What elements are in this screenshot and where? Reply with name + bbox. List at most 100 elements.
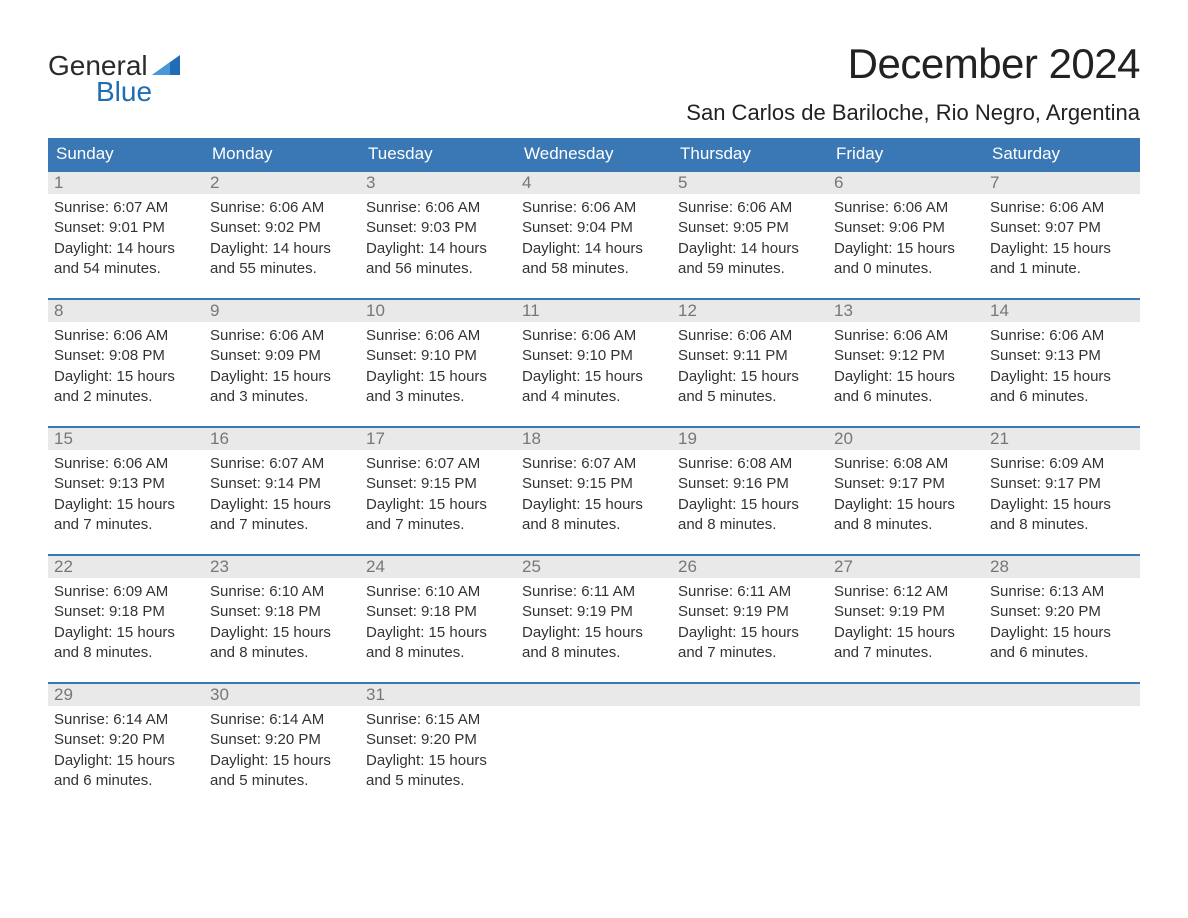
day-sunset: Sunset: 9:11 PM bbox=[678, 346, 822, 366]
day-cell: 8Sunrise: 6:06 AMSunset: 9:08 PMDaylight… bbox=[48, 299, 204, 427]
day-sunrise: Sunrise: 6:06 AM bbox=[210, 198, 354, 218]
day-d1: Daylight: 15 hours bbox=[54, 623, 198, 643]
day-sunrise: Sunrise: 6:06 AM bbox=[990, 326, 1134, 346]
day-details: Sunrise: 6:07 AMSunset: 9:15 PMDaylight:… bbox=[516, 450, 672, 541]
day-number: 13 bbox=[828, 300, 984, 322]
day-d1: Daylight: 15 hours bbox=[678, 623, 822, 643]
day-d2: and 3 minutes. bbox=[210, 387, 354, 407]
day-details: Sunrise: 6:06 AMSunset: 9:02 PMDaylight:… bbox=[204, 194, 360, 285]
day-details: Sunrise: 6:08 AMSunset: 9:17 PMDaylight:… bbox=[828, 450, 984, 541]
day-number: 19 bbox=[672, 428, 828, 450]
day-number-empty bbox=[516, 684, 672, 706]
day-details: Sunrise: 6:11 AMSunset: 9:19 PMDaylight:… bbox=[516, 578, 672, 669]
day-d2: and 7 minutes. bbox=[54, 515, 198, 535]
day-sunset: Sunset: 9:18 PM bbox=[366, 602, 510, 622]
day-details: Sunrise: 6:14 AMSunset: 9:20 PMDaylight:… bbox=[204, 706, 360, 797]
week-row: 29Sunrise: 6:14 AMSunset: 9:20 PMDayligh… bbox=[48, 683, 1140, 811]
day-sunset: Sunset: 9:13 PM bbox=[54, 474, 198, 494]
day-sunset: Sunset: 9:17 PM bbox=[990, 474, 1134, 494]
day-number: 1 bbox=[48, 172, 204, 194]
day-number: 3 bbox=[360, 172, 516, 194]
day-cell: 29Sunrise: 6:14 AMSunset: 9:20 PMDayligh… bbox=[48, 683, 204, 811]
day-number: 20 bbox=[828, 428, 984, 450]
day-d1: Daylight: 15 hours bbox=[522, 367, 666, 387]
day-number: 7 bbox=[984, 172, 1140, 194]
day-number: 27 bbox=[828, 556, 984, 578]
day-number: 10 bbox=[360, 300, 516, 322]
day-header: Friday bbox=[828, 138, 984, 171]
day-d2: and 58 minutes. bbox=[522, 259, 666, 279]
location-label: San Carlos de Bariloche, Rio Negro, Arge… bbox=[686, 100, 1140, 126]
day-d1: Daylight: 15 hours bbox=[834, 239, 978, 259]
day-header: Saturday bbox=[984, 138, 1140, 171]
day-d2: and 8 minutes. bbox=[210, 643, 354, 663]
day-sunset: Sunset: 9:01 PM bbox=[54, 218, 198, 238]
day-cell: 26Sunrise: 6:11 AMSunset: 9:19 PMDayligh… bbox=[672, 555, 828, 683]
day-sunset: Sunset: 9:06 PM bbox=[834, 218, 978, 238]
day-sunset: Sunset: 9:16 PM bbox=[678, 474, 822, 494]
day-details: Sunrise: 6:06 AMSunset: 9:06 PMDaylight:… bbox=[828, 194, 984, 285]
day-details: Sunrise: 6:08 AMSunset: 9:16 PMDaylight:… bbox=[672, 450, 828, 541]
day-sunrise: Sunrise: 6:07 AM bbox=[366, 454, 510, 474]
day-cell: 23Sunrise: 6:10 AMSunset: 9:18 PMDayligh… bbox=[204, 555, 360, 683]
day-cell bbox=[516, 683, 672, 811]
day-sunrise: Sunrise: 6:10 AM bbox=[210, 582, 354, 602]
day-details: Sunrise: 6:06 AMSunset: 9:03 PMDaylight:… bbox=[360, 194, 516, 285]
day-sunrise: Sunrise: 6:11 AM bbox=[522, 582, 666, 602]
day-d1: Daylight: 15 hours bbox=[54, 495, 198, 515]
day-cell: 4Sunrise: 6:06 AMSunset: 9:04 PMDaylight… bbox=[516, 171, 672, 299]
day-sunset: Sunset: 9:14 PM bbox=[210, 474, 354, 494]
week-row: 22Sunrise: 6:09 AMSunset: 9:18 PMDayligh… bbox=[48, 555, 1140, 683]
day-d2: and 2 minutes. bbox=[54, 387, 198, 407]
day-sunset: Sunset: 9:20 PM bbox=[990, 602, 1134, 622]
day-cell: 10Sunrise: 6:06 AMSunset: 9:10 PMDayligh… bbox=[360, 299, 516, 427]
day-header: Thursday bbox=[672, 138, 828, 171]
day-details: Sunrise: 6:07 AMSunset: 9:01 PMDaylight:… bbox=[48, 194, 204, 285]
day-number: 18 bbox=[516, 428, 672, 450]
title-block: December 2024 San Carlos de Bariloche, R… bbox=[686, 40, 1140, 134]
day-cell: 19Sunrise: 6:08 AMSunset: 9:16 PMDayligh… bbox=[672, 427, 828, 555]
day-number: 26 bbox=[672, 556, 828, 578]
day-sunset: Sunset: 9:10 PM bbox=[522, 346, 666, 366]
day-number: 30 bbox=[204, 684, 360, 706]
day-sunrise: Sunrise: 6:12 AM bbox=[834, 582, 978, 602]
day-details: Sunrise: 6:06 AMSunset: 9:05 PMDaylight:… bbox=[672, 194, 828, 285]
day-sunrise: Sunrise: 6:06 AM bbox=[522, 326, 666, 346]
day-d2: and 8 minutes. bbox=[522, 515, 666, 535]
day-d1: Daylight: 15 hours bbox=[54, 367, 198, 387]
day-d1: Daylight: 15 hours bbox=[678, 495, 822, 515]
day-details: Sunrise: 6:12 AMSunset: 9:19 PMDaylight:… bbox=[828, 578, 984, 669]
day-sunrise: Sunrise: 6:08 AM bbox=[678, 454, 822, 474]
day-d1: Daylight: 15 hours bbox=[834, 367, 978, 387]
day-number: 28 bbox=[984, 556, 1140, 578]
day-cell: 31Sunrise: 6:15 AMSunset: 9:20 PMDayligh… bbox=[360, 683, 516, 811]
day-cell: 22Sunrise: 6:09 AMSunset: 9:18 PMDayligh… bbox=[48, 555, 204, 683]
day-sunset: Sunset: 9:08 PM bbox=[54, 346, 198, 366]
day-sunset: Sunset: 9:15 PM bbox=[522, 474, 666, 494]
day-number: 23 bbox=[204, 556, 360, 578]
day-d2: and 8 minutes. bbox=[366, 643, 510, 663]
day-sunrise: Sunrise: 6:06 AM bbox=[834, 198, 978, 218]
day-d1: Daylight: 15 hours bbox=[834, 495, 978, 515]
calendar-table: SundayMondayTuesdayWednesdayThursdayFrid… bbox=[48, 138, 1140, 811]
day-cell bbox=[828, 683, 984, 811]
day-d2: and 59 minutes. bbox=[678, 259, 822, 279]
day-d1: Daylight: 15 hours bbox=[990, 495, 1134, 515]
day-d1: Daylight: 14 hours bbox=[522, 239, 666, 259]
day-d1: Daylight: 15 hours bbox=[366, 623, 510, 643]
day-d1: Daylight: 15 hours bbox=[210, 367, 354, 387]
day-sunrise: Sunrise: 6:09 AM bbox=[990, 454, 1134, 474]
day-cell: 7Sunrise: 6:06 AMSunset: 9:07 PMDaylight… bbox=[984, 171, 1140, 299]
day-sunrise: Sunrise: 6:06 AM bbox=[678, 326, 822, 346]
day-number: 15 bbox=[48, 428, 204, 450]
logo-text-blue: Blue bbox=[96, 76, 152, 108]
day-details: Sunrise: 6:10 AMSunset: 9:18 PMDaylight:… bbox=[360, 578, 516, 669]
day-cell: 9Sunrise: 6:06 AMSunset: 9:09 PMDaylight… bbox=[204, 299, 360, 427]
day-sunrise: Sunrise: 6:06 AM bbox=[54, 454, 198, 474]
day-d1: Daylight: 15 hours bbox=[210, 495, 354, 515]
day-d1: Daylight: 15 hours bbox=[210, 623, 354, 643]
day-header: Monday bbox=[204, 138, 360, 171]
day-sunset: Sunset: 9:20 PM bbox=[366, 730, 510, 750]
day-d2: and 8 minutes. bbox=[522, 643, 666, 663]
day-d1: Daylight: 15 hours bbox=[990, 239, 1134, 259]
